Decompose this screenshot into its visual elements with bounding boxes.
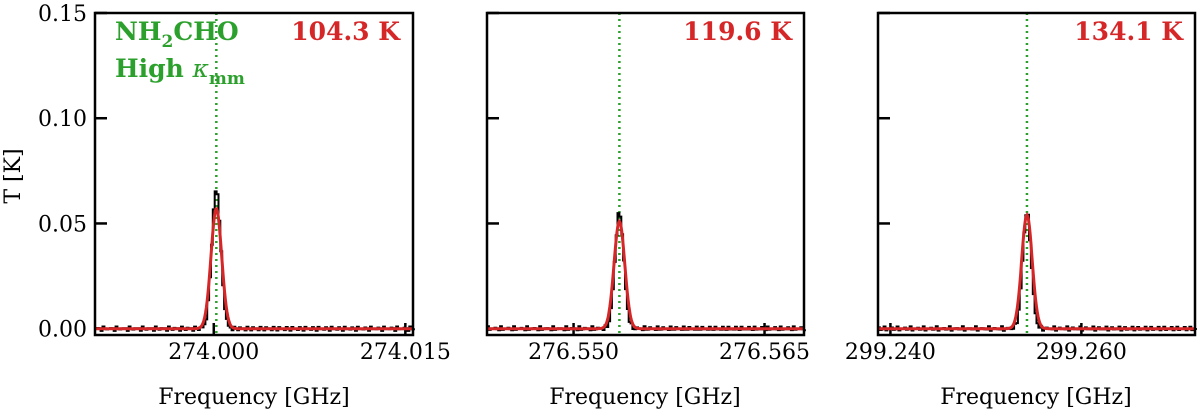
- panel-1-model-spectrum: [95, 206, 413, 331]
- y-axis-label: T [K]: [1, 148, 26, 203]
- panel-2-model-spectrum: [487, 218, 804, 331]
- panel-2-ticks: 276.550 276.565: [487, 11, 810, 365]
- panel-3-x-tick-label: 299.260: [1036, 340, 1127, 365]
- spectrum-panel-3: 299.240 299.260 134.1 K Frequency [GHz]: [845, 11, 1197, 410]
- kappa-subscript: mm: [209, 69, 245, 89]
- species-subscript: 2: [161, 32, 173, 52]
- panel-3-x-axis-label: Frequency [GHz]: [940, 385, 1132, 410]
- y-tick-label: 0.00: [38, 318, 87, 343]
- panel-2-observed-spectrum: [487, 212, 806, 332]
- y-tick-label: 0.15: [38, 2, 87, 27]
- spectrum-panel-2: 276.550 276.565 119.6 K Frequency [GHz]: [485, 11, 810, 410]
- y-tick-label: 0.05: [38, 212, 87, 237]
- panel-1-x-axis-label: Frequency [GHz]: [158, 385, 350, 410]
- panel-3-frame: [876, 11, 1197, 337]
- panel-1-x-tick-label: 274.015: [360, 340, 451, 365]
- y-tick-label: 0.10: [38, 107, 87, 132]
- panel-3-plot-area: [876, 11, 1197, 337]
- panel-2-temperature-label: 119.6 K: [683, 17, 793, 46]
- panel-1-observed-spectrum: [95, 190, 415, 332]
- panel-2-x-axis-label: Frequency [GHz]: [549, 385, 741, 410]
- spectrum-panel-1: 0.00 0.05 0.10 0.15 274.000 274.015 104.3 K F…: [38, 2, 451, 410]
- panel-3-x-tick-label: 299.240: [845, 340, 936, 365]
- panel-3-temperature-label: 134.1 K: [1074, 17, 1184, 46]
- panel-1-temperature-label: 104.3 K: [291, 17, 401, 46]
- panel-3-ticks: 299.240 299.260: [845, 11, 1127, 365]
- panel-1-plot-area: [93, 11, 415, 337]
- panel-2-plot-area: [485, 11, 806, 337]
- panel-1-ticks: 0.00 0.05 0.10 0.15 274.000 274.015: [38, 2, 451, 365]
- panel-3-model-spectrum: [878, 212, 1195, 331]
- panel-1-frame: [93, 11, 415, 337]
- panel-2-frame: [485, 11, 806, 337]
- panel-2-x-tick-label: 276.550: [528, 340, 619, 365]
- panel-1-x-tick-label: 274.000: [168, 340, 259, 365]
- panel-2-x-tick-label: 276.565: [719, 340, 810, 365]
- species-label: NH2CHO: [115, 17, 239, 52]
- model-label: High κmm: [115, 54, 245, 89]
- kappa-symbol: κ: [191, 54, 209, 83]
